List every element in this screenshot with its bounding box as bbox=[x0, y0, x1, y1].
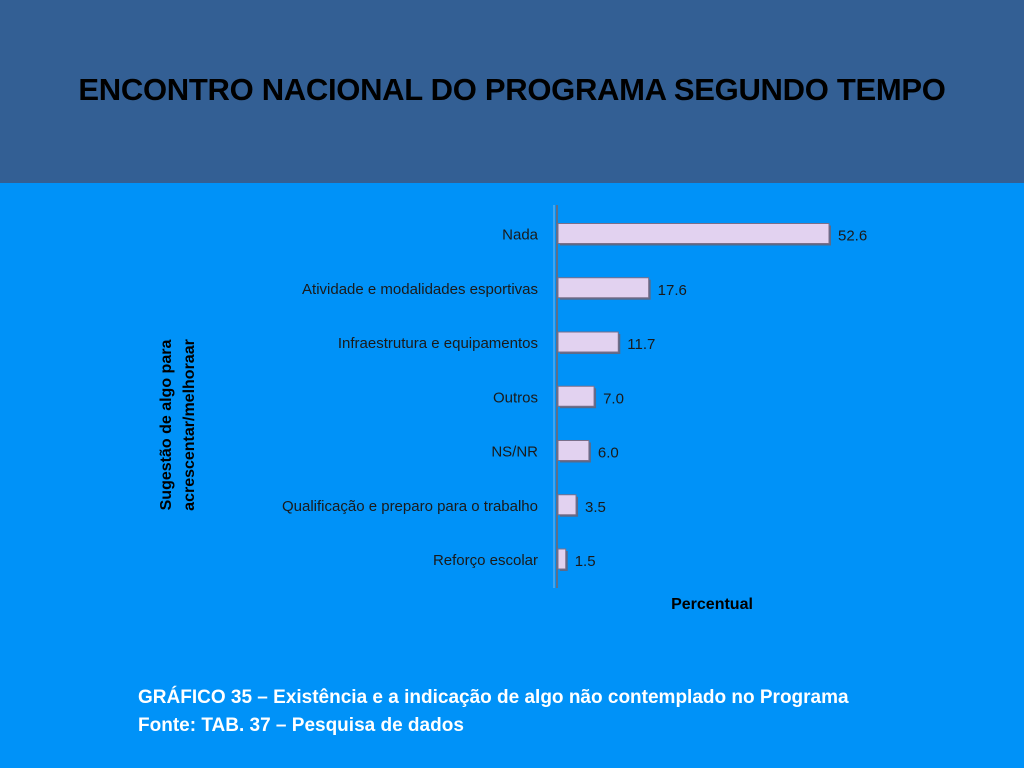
category-label: Atividade e modalidades esportivas bbox=[302, 281, 538, 298]
bar bbox=[557, 548, 567, 570]
slide-title: ENCONTRO NACIONAL DO PROGRAMA SEGUNDO TE… bbox=[78, 72, 946, 107]
bar bbox=[557, 440, 590, 461]
data-label: 3.5 bbox=[585, 499, 606, 516]
data-label: 7.0 bbox=[603, 390, 624, 407]
bar bbox=[557, 494, 577, 516]
category-label: Infraestrutura e equipamentos bbox=[338, 335, 538, 352]
bar bbox=[557, 385, 595, 407]
bar-chart: Nada 52.6 Atividade e modalidades esportiv… bbox=[282, 205, 867, 613]
data-label: 6.0 bbox=[598, 445, 619, 462]
figure-caption: GRÁFICO 35 – Existência e a indicação de… bbox=[138, 684, 998, 740]
caption-title: GRÁFICO 35 – Existência e a indicação de… bbox=[138, 687, 849, 708]
category-label: NS/NR bbox=[491, 444, 538, 461]
data-label: 11.7 bbox=[627, 336, 655, 353]
caption-source: Fonte: TAB. 37 – Pesquisa de dados bbox=[138, 715, 464, 736]
category-label: Outros bbox=[493, 389, 538, 406]
category-label: Reforço escolar bbox=[433, 552, 538, 569]
bar bbox=[557, 277, 650, 299]
category-label: Nada bbox=[502, 227, 539, 244]
bar bbox=[557, 331, 619, 353]
chart-x-axis-label: Percentual bbox=[671, 596, 753, 613]
data-label: 52.6 bbox=[838, 228, 867, 245]
data-label: 17.6 bbox=[658, 282, 687, 299]
category-label: Qualificação e preparo para o trabalho bbox=[282, 498, 538, 515]
bar bbox=[557, 223, 830, 244]
title-banner: ENCONTRO NACIONAL DO PROGRAMA SEGUNDO TE… bbox=[0, 0, 1024, 183]
data-label: 1.5 bbox=[575, 553, 596, 570]
